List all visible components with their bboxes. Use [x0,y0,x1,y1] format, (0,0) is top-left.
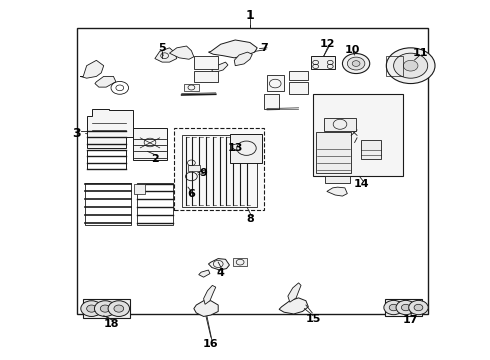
Text: 18: 18 [103,319,119,329]
Polygon shape [212,62,228,73]
Bar [188,165,200,171]
Polygon shape [87,109,133,148]
Text: 15: 15 [306,314,321,324]
Bar [77,28,428,314]
Circle shape [100,305,110,312]
Circle shape [95,301,116,316]
Polygon shape [288,283,301,302]
Text: 12: 12 [320,39,336,49]
Polygon shape [95,76,116,87]
Circle shape [108,301,129,316]
Text: 17: 17 [403,315,418,325]
Circle shape [87,305,97,312]
Bar [265,94,279,109]
Bar [174,128,265,210]
Bar [137,183,173,225]
Circle shape [114,305,123,312]
Bar [83,298,129,318]
Bar [194,71,218,82]
Bar [85,183,130,225]
Bar [194,56,218,69]
Bar [325,176,350,183]
Text: 16: 16 [203,339,219,348]
Circle shape [386,48,435,84]
Text: 9: 9 [199,168,208,178]
Bar [386,56,403,76]
Text: 6: 6 [188,189,196,199]
Circle shape [347,57,365,70]
Polygon shape [199,270,210,277]
Bar [134,184,145,194]
Bar [324,118,356,131]
Text: 7: 7 [261,43,269,53]
Circle shape [409,300,428,315]
Bar [230,134,262,163]
Text: 2: 2 [151,154,159,163]
Text: 13: 13 [227,143,243,153]
Circle shape [81,301,102,316]
Polygon shape [155,48,177,62]
Bar [289,71,308,80]
Bar [316,132,351,173]
Circle shape [352,61,360,66]
Circle shape [384,300,403,315]
Polygon shape [279,298,308,314]
Text: 3: 3 [73,127,81,140]
Bar [313,94,403,176]
Polygon shape [208,258,229,270]
Circle shape [396,300,416,315]
Polygon shape [194,301,218,316]
Bar [361,140,381,159]
Circle shape [343,54,370,73]
Text: 1: 1 [245,9,254,22]
Polygon shape [80,60,104,78]
Text: 5: 5 [158,43,166,53]
Bar [267,75,284,91]
Circle shape [393,53,428,78]
Bar [182,135,257,207]
Bar [289,82,308,94]
Text: 4: 4 [217,268,224,278]
Circle shape [389,304,398,311]
Bar [311,56,335,69]
Text: 8: 8 [246,214,254,224]
Bar [385,298,422,316]
Bar [133,128,167,160]
Polygon shape [203,285,216,304]
Circle shape [401,304,410,311]
Bar [184,84,199,91]
Bar [87,150,125,169]
Polygon shape [170,46,194,59]
Bar [233,257,247,266]
Circle shape [403,60,418,71]
Text: 11: 11 [413,48,428,58]
Polygon shape [234,52,252,66]
Polygon shape [208,40,257,58]
Text: 10: 10 [344,45,360,55]
Text: 14: 14 [354,179,370,189]
Polygon shape [327,187,347,196]
Circle shape [414,304,423,311]
